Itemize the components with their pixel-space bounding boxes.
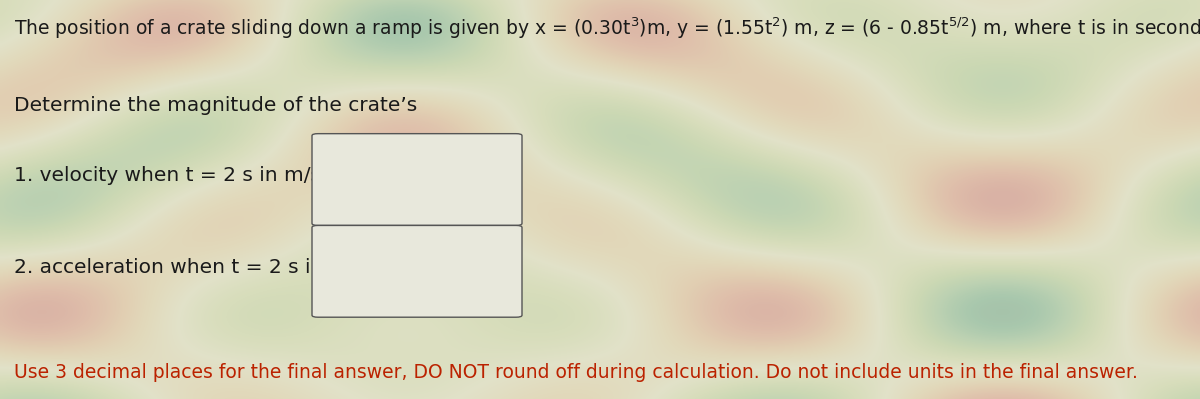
Text: 1. velocity when t = 2 s in m/s: 1. velocity when t = 2 s in m/s — [14, 166, 322, 185]
Text: Determine the magnitude of the crate’s: Determine the magnitude of the crate’s — [14, 96, 418, 115]
Text: 2. acceleration when t = 2 s in m/s^2: 2. acceleration when t = 2 s in m/s^2 — [14, 258, 397, 277]
FancyBboxPatch shape — [312, 225, 522, 317]
Text: The position of a crate sliding down a ramp is given by x = (0.30t$^3$)m, y = (1: The position of a crate sliding down a r… — [14, 16, 1200, 41]
Text: Use 3 decimal places for the final answer, DO NOT round off during calculation. : Use 3 decimal places for the final answe… — [14, 363, 1139, 382]
FancyBboxPatch shape — [312, 134, 522, 225]
